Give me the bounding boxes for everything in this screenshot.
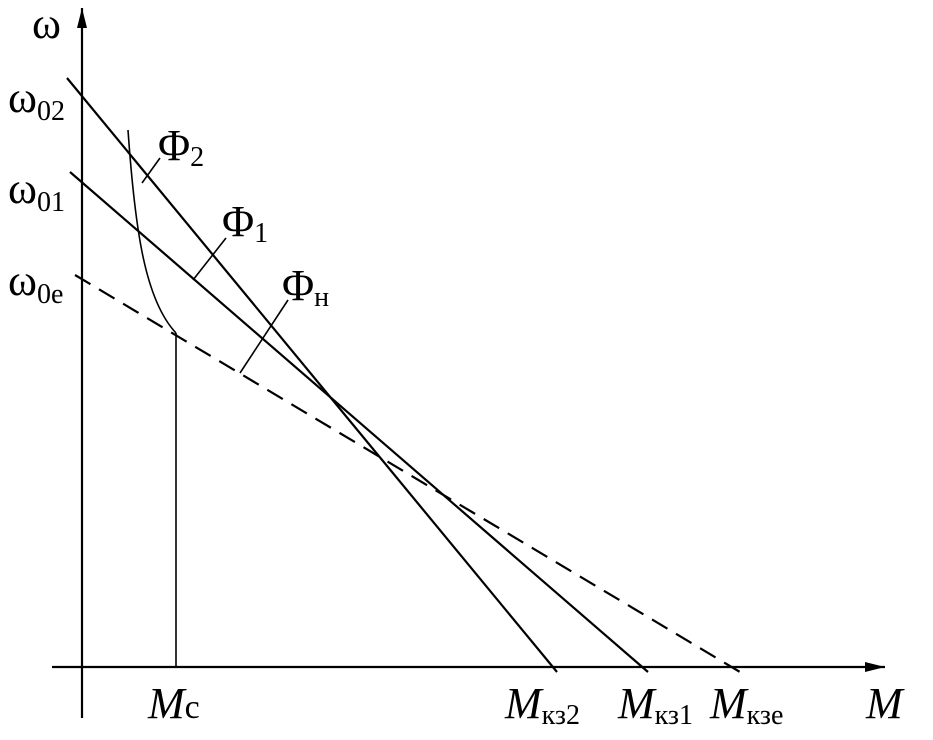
label-part: Φ bbox=[222, 197, 254, 246]
label-part: M bbox=[504, 679, 544, 728]
mkz2-label: Mкз2 bbox=[504, 679, 580, 731]
line-phi2 bbox=[66, 77, 558, 673]
phin-label: Φн bbox=[282, 261, 329, 313]
label-part: M bbox=[709, 679, 749, 728]
label-part: M bbox=[617, 679, 657, 728]
label-part: кзе bbox=[747, 700, 784, 731]
line-phi1 bbox=[69, 171, 649, 673]
line-phin bbox=[74, 274, 741, 673]
x-axis-label: M bbox=[865, 679, 905, 728]
label-part: 01 bbox=[37, 187, 65, 218]
label-part: ω bbox=[8, 256, 37, 305]
label-part: M bbox=[147, 679, 187, 728]
y-axis-label: ω bbox=[32, 0, 61, 48]
leader bbox=[141, 157, 161, 184]
label-part: Φ bbox=[282, 261, 314, 310]
label-part: 1 bbox=[254, 218, 268, 249]
label-part: c bbox=[185, 689, 200, 726]
label-part: ω bbox=[8, 73, 37, 122]
mc-label: Mc bbox=[147, 679, 200, 728]
label-part: 2 bbox=[190, 142, 204, 173]
leader bbox=[239, 299, 289, 374]
label-part: ω bbox=[8, 164, 37, 213]
label-part: кз2 bbox=[542, 700, 580, 731]
label-part: Φ bbox=[158, 121, 190, 170]
label-part: 02 bbox=[37, 96, 65, 127]
mkze-label: Mкзе bbox=[709, 679, 783, 731]
omega0e-label: ω0e bbox=[8, 256, 63, 310]
phi1-label: Φ1 bbox=[222, 197, 268, 249]
leader bbox=[192, 237, 227, 281]
label-part: кз1 bbox=[655, 700, 693, 731]
load-curve bbox=[127, 129, 177, 334]
omega02-label: ω02 bbox=[8, 73, 65, 127]
omega01-label: ω01 bbox=[8, 164, 65, 218]
label-part: 0e bbox=[37, 279, 63, 310]
label-part: н bbox=[314, 282, 329, 313]
phi2-label: Φ2 bbox=[158, 121, 204, 173]
mkz1-label: Mкз1 bbox=[617, 679, 693, 731]
